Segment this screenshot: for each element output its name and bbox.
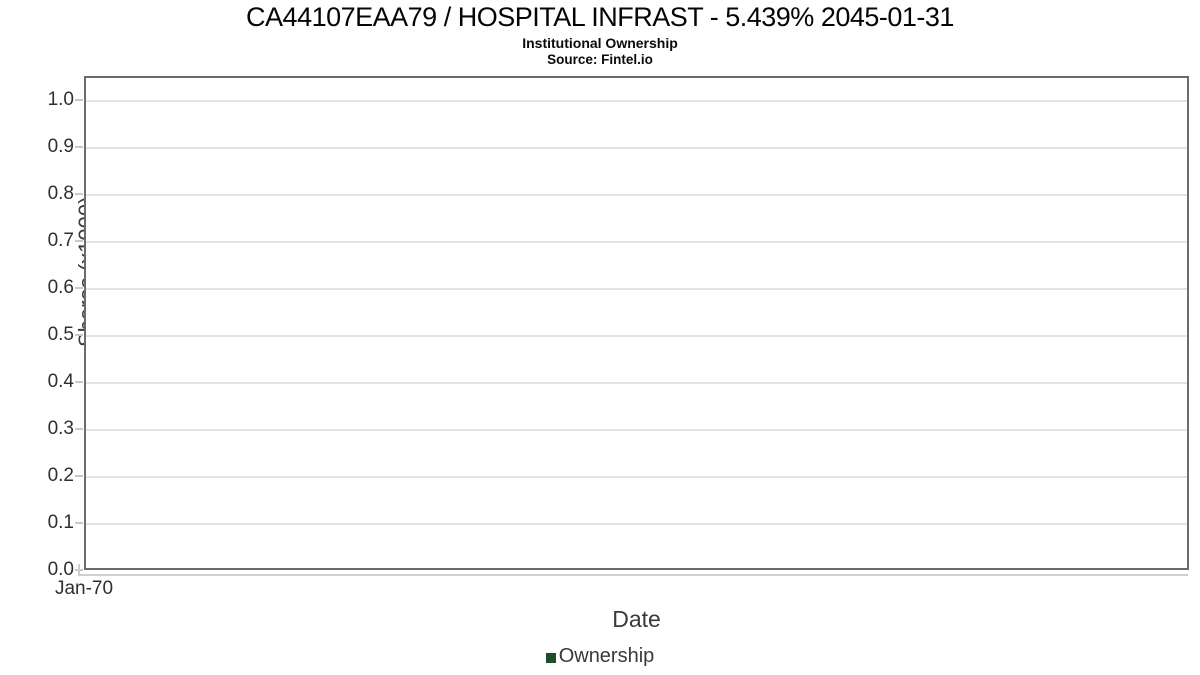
- y-tick-mark: [75, 381, 83, 383]
- y-tick-label: 0.5: [47, 324, 74, 345]
- gridline: [86, 429, 1187, 431]
- x-axis-tick-label: Jan-70: [54, 578, 114, 599]
- gridline: [86, 288, 1187, 290]
- gridline: [86, 476, 1187, 478]
- chart-subtitle: Institutional Ownership: [522, 35, 678, 51]
- legend: Ownership: [0, 645, 1200, 668]
- legend-swatch-ownership: [545, 652, 556, 663]
- y-tick-mark: [75, 99, 83, 101]
- y-tick-label: 0.8: [47, 183, 74, 204]
- x-axis-tick-mark: [78, 564, 80, 576]
- y-tick-mark: [75, 475, 83, 477]
- y-tick-label: 0.3: [47, 418, 74, 439]
- gridline: [86, 194, 1187, 196]
- gridline: [86, 523, 1187, 525]
- y-tick-label: 0.6: [47, 277, 74, 298]
- y-tick-label: 0.7: [47, 230, 74, 251]
- y-tick-mark: [75, 522, 83, 524]
- y-tick-mark: [75, 146, 83, 148]
- legend-label-ownership: Ownership: [558, 645, 655, 667]
- y-tick-label: 0.0: [47, 559, 74, 580]
- y-tick-label: 0.2: [47, 465, 74, 486]
- chart-title: CA44107EAA79 / HOSPITAL INFRAST - 5.439%…: [246, 2, 954, 32]
- y-tick-label: 1.0: [47, 89, 74, 110]
- y-tick-mark: [75, 287, 83, 289]
- y-tick-mark: [75, 428, 83, 430]
- gridline: [86, 100, 1187, 102]
- y-tick-mark: [75, 193, 83, 195]
- y-tick-mark: [75, 240, 83, 242]
- gridline: [86, 335, 1187, 337]
- plot-area: [84, 76, 1189, 570]
- x-axis-title: Date: [612, 606, 661, 632]
- gridline: [86, 147, 1187, 149]
- x-axis-line: [78, 574, 1188, 576]
- y-tick-label: 0.1: [47, 512, 74, 533]
- gridline: [86, 382, 1187, 384]
- y-tick-label: 0.4: [47, 371, 74, 392]
- chart-source: Source: Fintel.io: [547, 52, 653, 67]
- gridline: [86, 241, 1187, 243]
- y-tick-label: 0.9: [47, 136, 74, 157]
- y-tick-mark: [75, 334, 83, 336]
